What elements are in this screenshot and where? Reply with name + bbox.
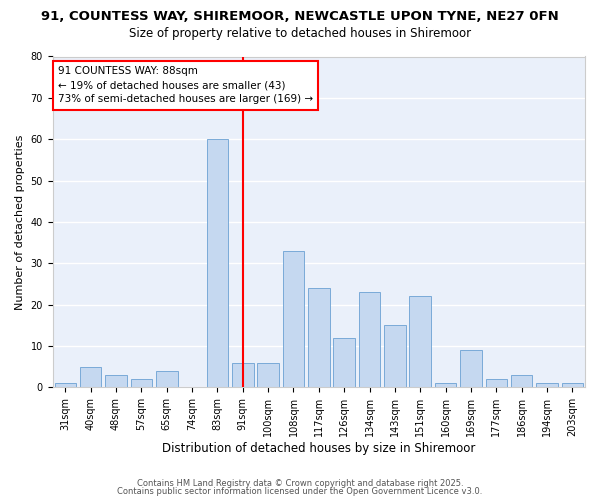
Bar: [206, 139, 228, 388]
Bar: [460, 350, 482, 388]
Bar: [536, 383, 558, 388]
Bar: [485, 379, 507, 388]
Bar: [257, 362, 279, 388]
Bar: [308, 288, 329, 388]
Y-axis label: Number of detached properties: Number of detached properties: [15, 134, 25, 310]
Text: 91 COUNTESS WAY: 88sqm
← 19% of detached houses are smaller (43)
73% of semi-det: 91 COUNTESS WAY: 88sqm ← 19% of detached…: [58, 66, 313, 104]
Bar: [359, 292, 380, 388]
Bar: [80, 366, 101, 388]
Bar: [232, 362, 254, 388]
X-axis label: Distribution of detached houses by size in Shiremoor: Distribution of detached houses by size …: [162, 442, 476, 455]
Bar: [105, 375, 127, 388]
Bar: [435, 383, 457, 388]
Bar: [131, 379, 152, 388]
Bar: [511, 375, 532, 388]
Bar: [562, 383, 583, 388]
Bar: [384, 326, 406, 388]
Text: Size of property relative to detached houses in Shiremoor: Size of property relative to detached ho…: [129, 28, 471, 40]
Bar: [156, 371, 178, 388]
Text: Contains public sector information licensed under the Open Government Licence v3: Contains public sector information licen…: [118, 487, 482, 496]
Bar: [55, 383, 76, 388]
Text: 91, COUNTESS WAY, SHIREMOOR, NEWCASTLE UPON TYNE, NE27 0FN: 91, COUNTESS WAY, SHIREMOOR, NEWCASTLE U…: [41, 10, 559, 23]
Bar: [283, 251, 304, 388]
Bar: [334, 338, 355, 388]
Bar: [409, 296, 431, 388]
Text: Contains HM Land Registry data © Crown copyright and database right 2025.: Contains HM Land Registry data © Crown c…: [137, 478, 463, 488]
